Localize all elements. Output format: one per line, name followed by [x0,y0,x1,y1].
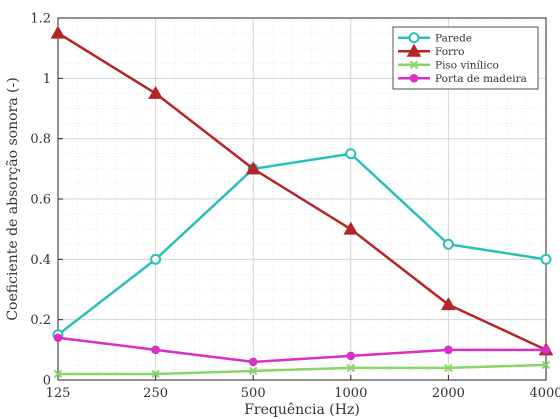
data-point [150,253,162,265]
legend-label: Porta de madeira [435,73,527,85]
series-porta-de-madeira [53,333,551,367]
data-point [444,363,453,373]
legend-marker [406,43,422,57]
y-axis-label: Coeficiente de absorção sonora (-) [5,77,21,320]
legend-label: Piso vinílico [435,59,499,71]
data-point [151,369,160,379]
data-point [53,333,63,343]
data-point [50,25,66,39]
data-point [345,148,357,160]
legend-entry: Parede [398,32,472,44]
data-point [540,253,552,265]
legend-marker [408,32,420,44]
y-tick-label: 0.4 [30,253,51,268]
data-point [442,238,454,250]
series-line [58,363,547,376]
axis-ticks: 125 250 500 1000 2000 4000 0 0.2 0.4 0.6 0.8 1 1.2 [30,12,560,402]
y-tick-label: 1 [43,72,51,87]
data-point [444,345,453,355]
data-point [148,85,163,99]
x-tick-label: 125 [46,386,71,401]
legend-marker [409,60,419,69]
data-point [541,345,551,355]
series-layer [50,25,554,379]
data-point [248,366,258,376]
y-tick-label: 0.8 [30,132,51,147]
data-point [343,221,359,235]
data-point [245,161,261,175]
data-point [541,360,551,370]
data-point [151,345,160,355]
legend-entry: Forro [398,43,464,58]
x-tick-label: 2000 [432,386,465,401]
y-tick-label: 0.6 [30,193,51,208]
legend-entry: Piso vinílico [398,59,499,71]
y-tick-label: 0.2 [30,313,51,328]
y-tick-label: 1.2 [30,12,51,27]
data-point [441,297,456,311]
data-point [53,369,63,379]
legend-marker [409,73,419,83]
series-line [57,32,547,351]
series-line [57,336,546,364]
x-tick-label: 4000 [529,386,560,401]
data-point [248,357,258,367]
x-axis-label: Frequência (Hz) [244,402,360,418]
data-point [346,363,356,373]
x-tick-label: 500 [241,386,266,401]
y-tick-label: 0 [43,374,51,389]
x-tick-label: 250 [143,386,168,401]
legend-label: Forro [435,46,464,58]
legend-entry: Porta de madeira [398,73,527,85]
series-piso-vinilico [53,360,551,379]
data-point [346,351,356,361]
x-tick-label: 1000 [334,386,367,401]
legend-label: Parede [435,32,472,44]
series-line [57,152,547,336]
